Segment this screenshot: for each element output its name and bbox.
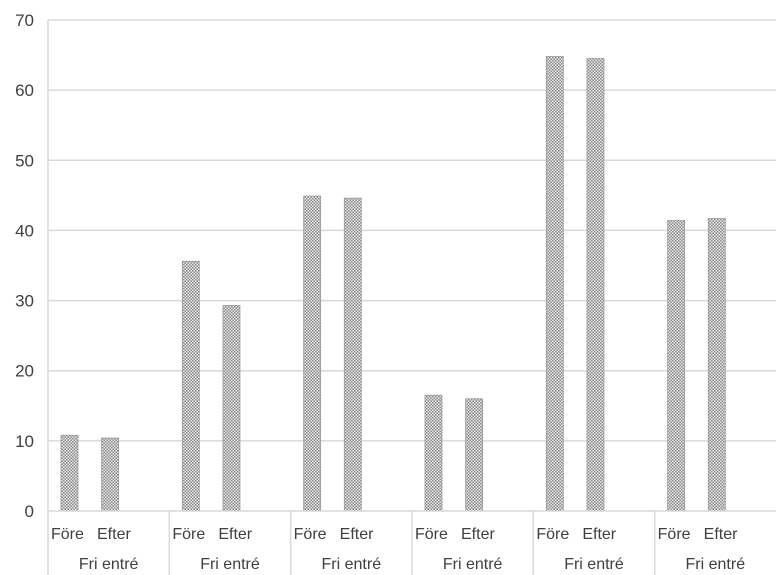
y-tick-label: 30 — [15, 292, 34, 311]
y-axis: 0 10 20 30 40 50 60 70 — [15, 11, 34, 521]
x-category-label: Efter — [582, 526, 616, 543]
bar-efter-4 — [465, 398, 484, 512]
y-tick-label: 10 — [15, 432, 34, 451]
y-tick-label: 70 — [15, 11, 34, 30]
y-tick-label: 60 — [15, 81, 34, 100]
x-axis: Före Efter Fri entré Före Efter Fri entré Före… — [48, 510, 776, 575]
x-category-label: Efter — [704, 526, 738, 543]
x-group-label: Fri entré — [686, 556, 746, 573]
bar-fre-5 — [545, 56, 564, 512]
gridlines — [47, 19, 776, 575]
x-category-label: Före — [172, 526, 205, 543]
x-category-label: Före — [536, 526, 569, 543]
y-tick-label: 0 — [25, 502, 34, 521]
y-tick-label: 50 — [15, 151, 34, 170]
x-group-label: Fri entré — [443, 556, 503, 573]
bar-fre-3 — [303, 195, 322, 512]
x-group-label: Fri entré — [79, 556, 139, 573]
bar-fre-1 — [60, 434, 79, 512]
x-group-label: Fri entré — [200, 556, 260, 573]
y-tick-label: 20 — [15, 362, 34, 381]
x-group-label: Fri entré — [322, 556, 382, 573]
x-category-label: Före — [658, 526, 691, 543]
bar-fre-2 — [181, 260, 200, 512]
bar-fre-6 — [667, 220, 686, 512]
x-category-label: Före — [51, 526, 84, 543]
x-category-label: Efter — [97, 526, 131, 543]
x-group-label: Fri entré — [564, 556, 624, 573]
bar-efter-1 — [101, 437, 120, 512]
bars — [60, 56, 726, 512]
x-category-label: Efter — [218, 526, 252, 543]
x-category-label: Efter — [461, 526, 495, 543]
x-category-label: Efter — [340, 526, 374, 543]
bar-efter-2 — [222, 305, 241, 512]
bar-fre-4 — [424, 394, 443, 512]
bar-efter-5 — [586, 58, 605, 512]
y-tick-label: 40 — [15, 221, 34, 240]
x-category-label: Före — [415, 526, 448, 543]
bar-efter-6 — [707, 218, 726, 512]
x-category-label: Före — [294, 526, 327, 543]
bar-efter-3 — [343, 197, 362, 512]
